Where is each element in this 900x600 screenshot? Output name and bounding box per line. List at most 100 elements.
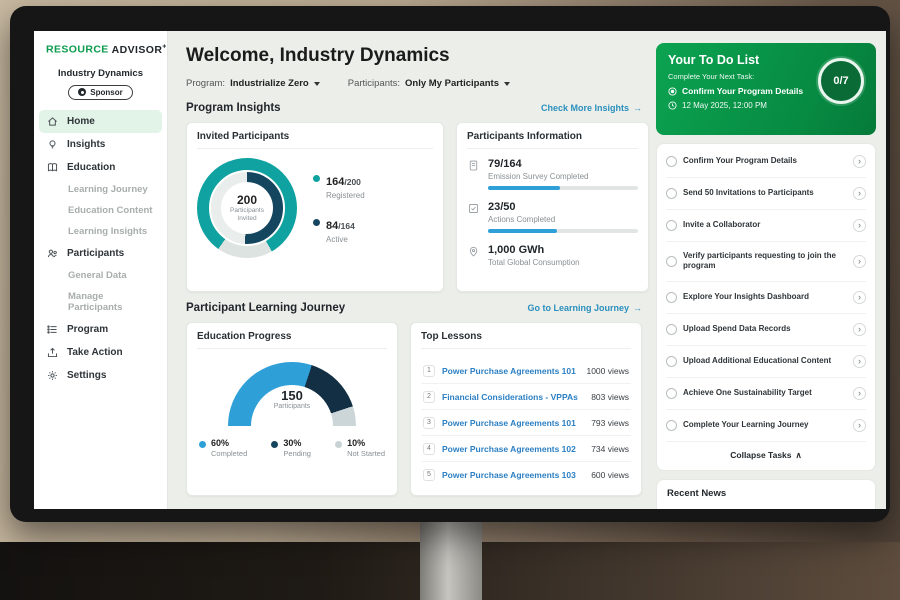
chevron-glyph: ›	[858, 357, 861, 366]
sidebar-item-take-action[interactable]: Take Action	[34, 341, 167, 364]
go-to-learning-journey-text: Go to Learning Journey	[527, 303, 629, 313]
lesson-link[interactable]: Power Purchase Agreements 103	[442, 470, 584, 480]
lesson-views: 793 views	[591, 418, 629, 428]
gauge-center-label: Participants	[228, 403, 356, 410]
task-checkbox[interactable]	[666, 388, 677, 399]
participants-filter-dropdown[interactable]: Participants: Only My Participants	[348, 78, 510, 89]
lesson-link[interactable]: Power Purchase Agreements 101	[442, 418, 584, 428]
task-label: Achieve One Sustainability Target	[683, 388, 847, 398]
sidebar-item-learning-journey[interactable]: Learning Journey	[34, 179, 167, 200]
go-to-learning-journey-link[interactable]: Go to Learning Journey →	[527, 303, 642, 313]
sidebar-item-education[interactable]: Education	[34, 156, 167, 179]
home-icon	[46, 115, 59, 128]
brand-name-secondary: ADVISOR+	[112, 44, 167, 56]
lesson-link[interactable]: Financial Considerations - VPPAs	[442, 392, 584, 402]
legend-item-active: 84/164 Active	[313, 216, 365, 244]
sponsor-badge-label: Sponsor	[90, 88, 122, 97]
check-more-insights-text: Check More Insights	[541, 103, 629, 113]
lesson-views: 600 views	[591, 470, 629, 480]
app-logo: RESOURCE ADVISOR+	[34, 41, 167, 64]
legend-item-not-started: 10% Not Started	[335, 438, 385, 458]
chevron-right-icon[interactable]: ›	[853, 219, 866, 232]
todo-panel: Your To Do List Complete Your Next Task:…	[654, 31, 886, 509]
lesson-views: 803 views	[591, 392, 629, 402]
task-checkbox[interactable]	[666, 156, 677, 167]
chevron-right-icon[interactable]: ›	[853, 187, 866, 200]
stat-actions-completed: 23/50 Actions Completed	[467, 201, 638, 233]
sidebar-item-program[interactable]: Program	[34, 318, 167, 341]
clock-icon	[668, 101, 677, 110]
task-row-verify-participants[interactable]: Verify participants requesting to join t…	[666, 242, 866, 282]
sidebar-item-learning-insights[interactable]: Learning Insights	[34, 221, 167, 242]
task-checkbox[interactable]	[666, 256, 677, 267]
task-row-upload-spend-data[interactable]: Upload Spend Data Records ›	[666, 314, 866, 346]
task-checkbox[interactable]	[666, 356, 677, 367]
todo-due-text: 12 May 2025, 12:00 PM	[682, 101, 767, 110]
actions-completed-label: Actions Completed	[488, 215, 638, 224]
sidebar-item-education-content[interactable]: Education Content	[34, 200, 167, 221]
emission-survey-label: Emission Survey Completed	[488, 172, 638, 181]
lesson-row: 1 Power Purchase Agreements 101 1000 vie…	[421, 358, 631, 384]
chevron-right-icon[interactable]: ›	[853, 355, 866, 368]
lesson-rank: 3	[423, 417, 435, 429]
sidebar-item-general-data[interactable]: General Data	[34, 265, 167, 286]
chevron-right-icon[interactable]: ›	[853, 387, 866, 400]
monitor-stand	[420, 512, 482, 600]
participants-filter-value: Only My Participants	[405, 78, 499, 89]
actions-completed-progress-fill	[488, 229, 557, 233]
registered-total: /200	[344, 177, 361, 187]
sidebar: RESOURCE ADVISOR+ Industry Dynamics Spon…	[34, 31, 168, 509]
chevron-right-icon[interactable]: ›	[853, 419, 866, 432]
lesson-link[interactable]: Power Purchase Agreements 101	[442, 366, 579, 376]
gauge-center: 150 Participants	[228, 388, 356, 410]
lesson-rank: 1	[423, 365, 435, 377]
task-row-send-invitations[interactable]: Send 50 Invitations to Participants ›	[666, 178, 866, 210]
task-checkbox[interactable]	[666, 220, 677, 231]
donut-center: 200 Participants Invited	[221, 182, 273, 234]
donut-center-value: 200	[237, 193, 257, 207]
sponsor-badge[interactable]: Sponsor	[68, 85, 132, 100]
sidebar-item-manage-participants[interactable]: Manage Participants	[34, 286, 167, 318]
sidebar-item-settings[interactable]: Settings	[34, 364, 167, 387]
program-filter-dropdown[interactable]: Program: Industrialize Zero	[186, 78, 320, 89]
desk-background: RESOURCE ADVISOR+ Industry Dynamics Spon…	[0, 0, 900, 600]
people-icon	[46, 247, 59, 260]
insights-icon	[46, 138, 59, 151]
task-row-explore-insights[interactable]: Explore Your Insights Dashboard ›	[666, 282, 866, 314]
task-checkbox[interactable]	[666, 324, 677, 335]
chevron-right-icon[interactable]: ›	[853, 323, 866, 336]
legend-item-pending: 30% Pending	[271, 438, 311, 458]
completed-dot-icon	[199, 441, 206, 448]
sidebar-item-home[interactable]: Home	[39, 110, 162, 133]
check-more-insights-link[interactable]: Check More Insights →	[541, 103, 642, 113]
task-row-achieve-sustainability-target[interactable]: Achieve One Sustainability Target ›	[666, 378, 866, 410]
chevron-right-icon[interactable]: ›	[853, 255, 866, 268]
participants-filter-label: Participants:	[348, 78, 400, 89]
sidebar-item-label: Take Action	[67, 347, 123, 358]
brand-name-secondary-text: ADVISOR	[112, 44, 163, 56]
sidebar-item-label: Settings	[67, 370, 106, 381]
invited-participants-card: Invited Participants 200 Participants In…	[186, 122, 444, 292]
task-row-confirm-program[interactable]: Confirm Your Program Details ›	[666, 146, 866, 178]
task-checkbox[interactable]	[666, 420, 677, 431]
brand-plus: +	[162, 43, 167, 50]
task-row-upload-educational-content[interactable]: Upload Additional Educational Content ›	[666, 346, 866, 378]
sidebar-item-insights[interactable]: Insights	[34, 133, 167, 156]
chevron-up-icon: ∧	[796, 450, 802, 461]
pending-label: Pending	[283, 449, 311, 458]
lesson-link[interactable]: Power Purchase Agreements 102	[442, 444, 584, 454]
task-checkbox[interactable]	[666, 292, 677, 303]
task-label: Explore Your Insights Dashboard	[683, 292, 847, 302]
todo-next-task-text: Confirm Your Program Details	[682, 86, 803, 96]
task-checkbox[interactable]	[666, 188, 677, 199]
sidebar-item-participants[interactable]: Participants	[34, 242, 167, 265]
todo-header-card: Your To Do List Complete Your Next Task:…	[656, 43, 876, 135]
chevron-down-icon	[314, 82, 320, 86]
task-row-complete-learning-journey[interactable]: Complete Your Learning Journey ›	[666, 410, 866, 442]
lesson-rank: 4	[423, 443, 435, 455]
chevron-right-icon[interactable]: ›	[853, 291, 866, 304]
task-row-invite-collaborator[interactable]: Invite a Collaborator ›	[666, 210, 866, 242]
chevron-right-icon[interactable]: ›	[853, 155, 866, 168]
participants-information-card: Participants Information 79/164 Emission…	[456, 122, 649, 292]
collapse-tasks-button[interactable]: Collapse Tasks ∧	[666, 442, 866, 468]
